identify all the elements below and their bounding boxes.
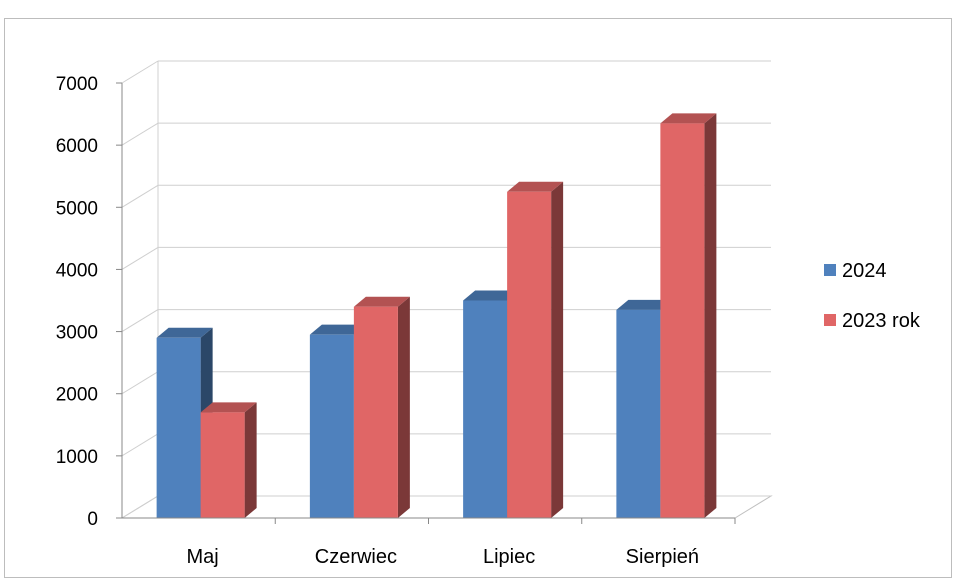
bar-side bbox=[397, 296, 410, 518]
y-tick-label: 7000 bbox=[56, 74, 98, 95]
bar-front bbox=[463, 300, 508, 518]
bar-front bbox=[616, 309, 661, 518]
gridline-side bbox=[121, 60, 159, 84]
bar-side bbox=[551, 181, 564, 518]
bar-top bbox=[309, 324, 366, 335]
bar-top bbox=[660, 113, 717, 124]
bar-front bbox=[309, 334, 354, 518]
bar-top bbox=[156, 327, 213, 338]
bar-2024-0 bbox=[156, 327, 213, 518]
bar-2023-0 bbox=[200, 402, 257, 518]
gridline-side bbox=[121, 371, 159, 395]
y-tick-label: 2000 bbox=[56, 385, 98, 406]
bar-front bbox=[660, 123, 705, 519]
bar-top bbox=[507, 181, 564, 192]
bar-2023-1 bbox=[353, 296, 410, 518]
y-tick-label: 3000 bbox=[56, 323, 98, 344]
bar-side bbox=[704, 113, 717, 519]
x-tick-label: Lipiec bbox=[483, 546, 535, 568]
bar-top bbox=[616, 299, 673, 310]
bar-front bbox=[353, 306, 398, 518]
bar-side bbox=[244, 402, 257, 518]
bar-front bbox=[156, 337, 201, 518]
gridline-side bbox=[121, 433, 159, 457]
gridline-side bbox=[121, 495, 159, 519]
legend-swatch bbox=[824, 314, 836, 326]
bar-2023-3 bbox=[660, 113, 717, 519]
x-axis: Maj Czerwiec Lipiec Sierpień bbox=[122, 517, 736, 568]
chart-bars bbox=[156, 113, 717, 519]
y-tick-label: 6000 bbox=[56, 136, 98, 157]
legend-label: 2024 bbox=[842, 260, 887, 282]
gridline-side bbox=[121, 184, 159, 208]
gridline-side bbox=[121, 247, 159, 270]
bar-top bbox=[200, 402, 257, 413]
gridline-side bbox=[121, 309, 159, 332]
bar-top bbox=[353, 296, 410, 307]
legend-label: 2023 rok bbox=[842, 310, 921, 332]
y-tick-label: 4000 bbox=[56, 260, 98, 281]
chart-legend: 2024 2023 rok bbox=[824, 260, 921, 332]
legend-swatch bbox=[824, 264, 836, 276]
y-axis: 0 1000 2000 3000 4000 5000 6000 7000 bbox=[56, 74, 123, 530]
bar-front bbox=[507, 191, 552, 518]
bar-top bbox=[463, 290, 520, 301]
y-tick-label: 0 bbox=[87, 509, 98, 530]
bar-2023-2 bbox=[507, 181, 564, 518]
x-tick-label: Czerwiec bbox=[315, 546, 397, 568]
gridline-side bbox=[121, 122, 159, 146]
y-tick-label: 5000 bbox=[56, 198, 98, 219]
x-tick-label: Maj bbox=[187, 546, 219, 568]
bar-front bbox=[200, 412, 245, 518]
x-tick-label: Sierpień bbox=[626, 546, 699, 568]
y-tick-label: 1000 bbox=[56, 447, 98, 468]
